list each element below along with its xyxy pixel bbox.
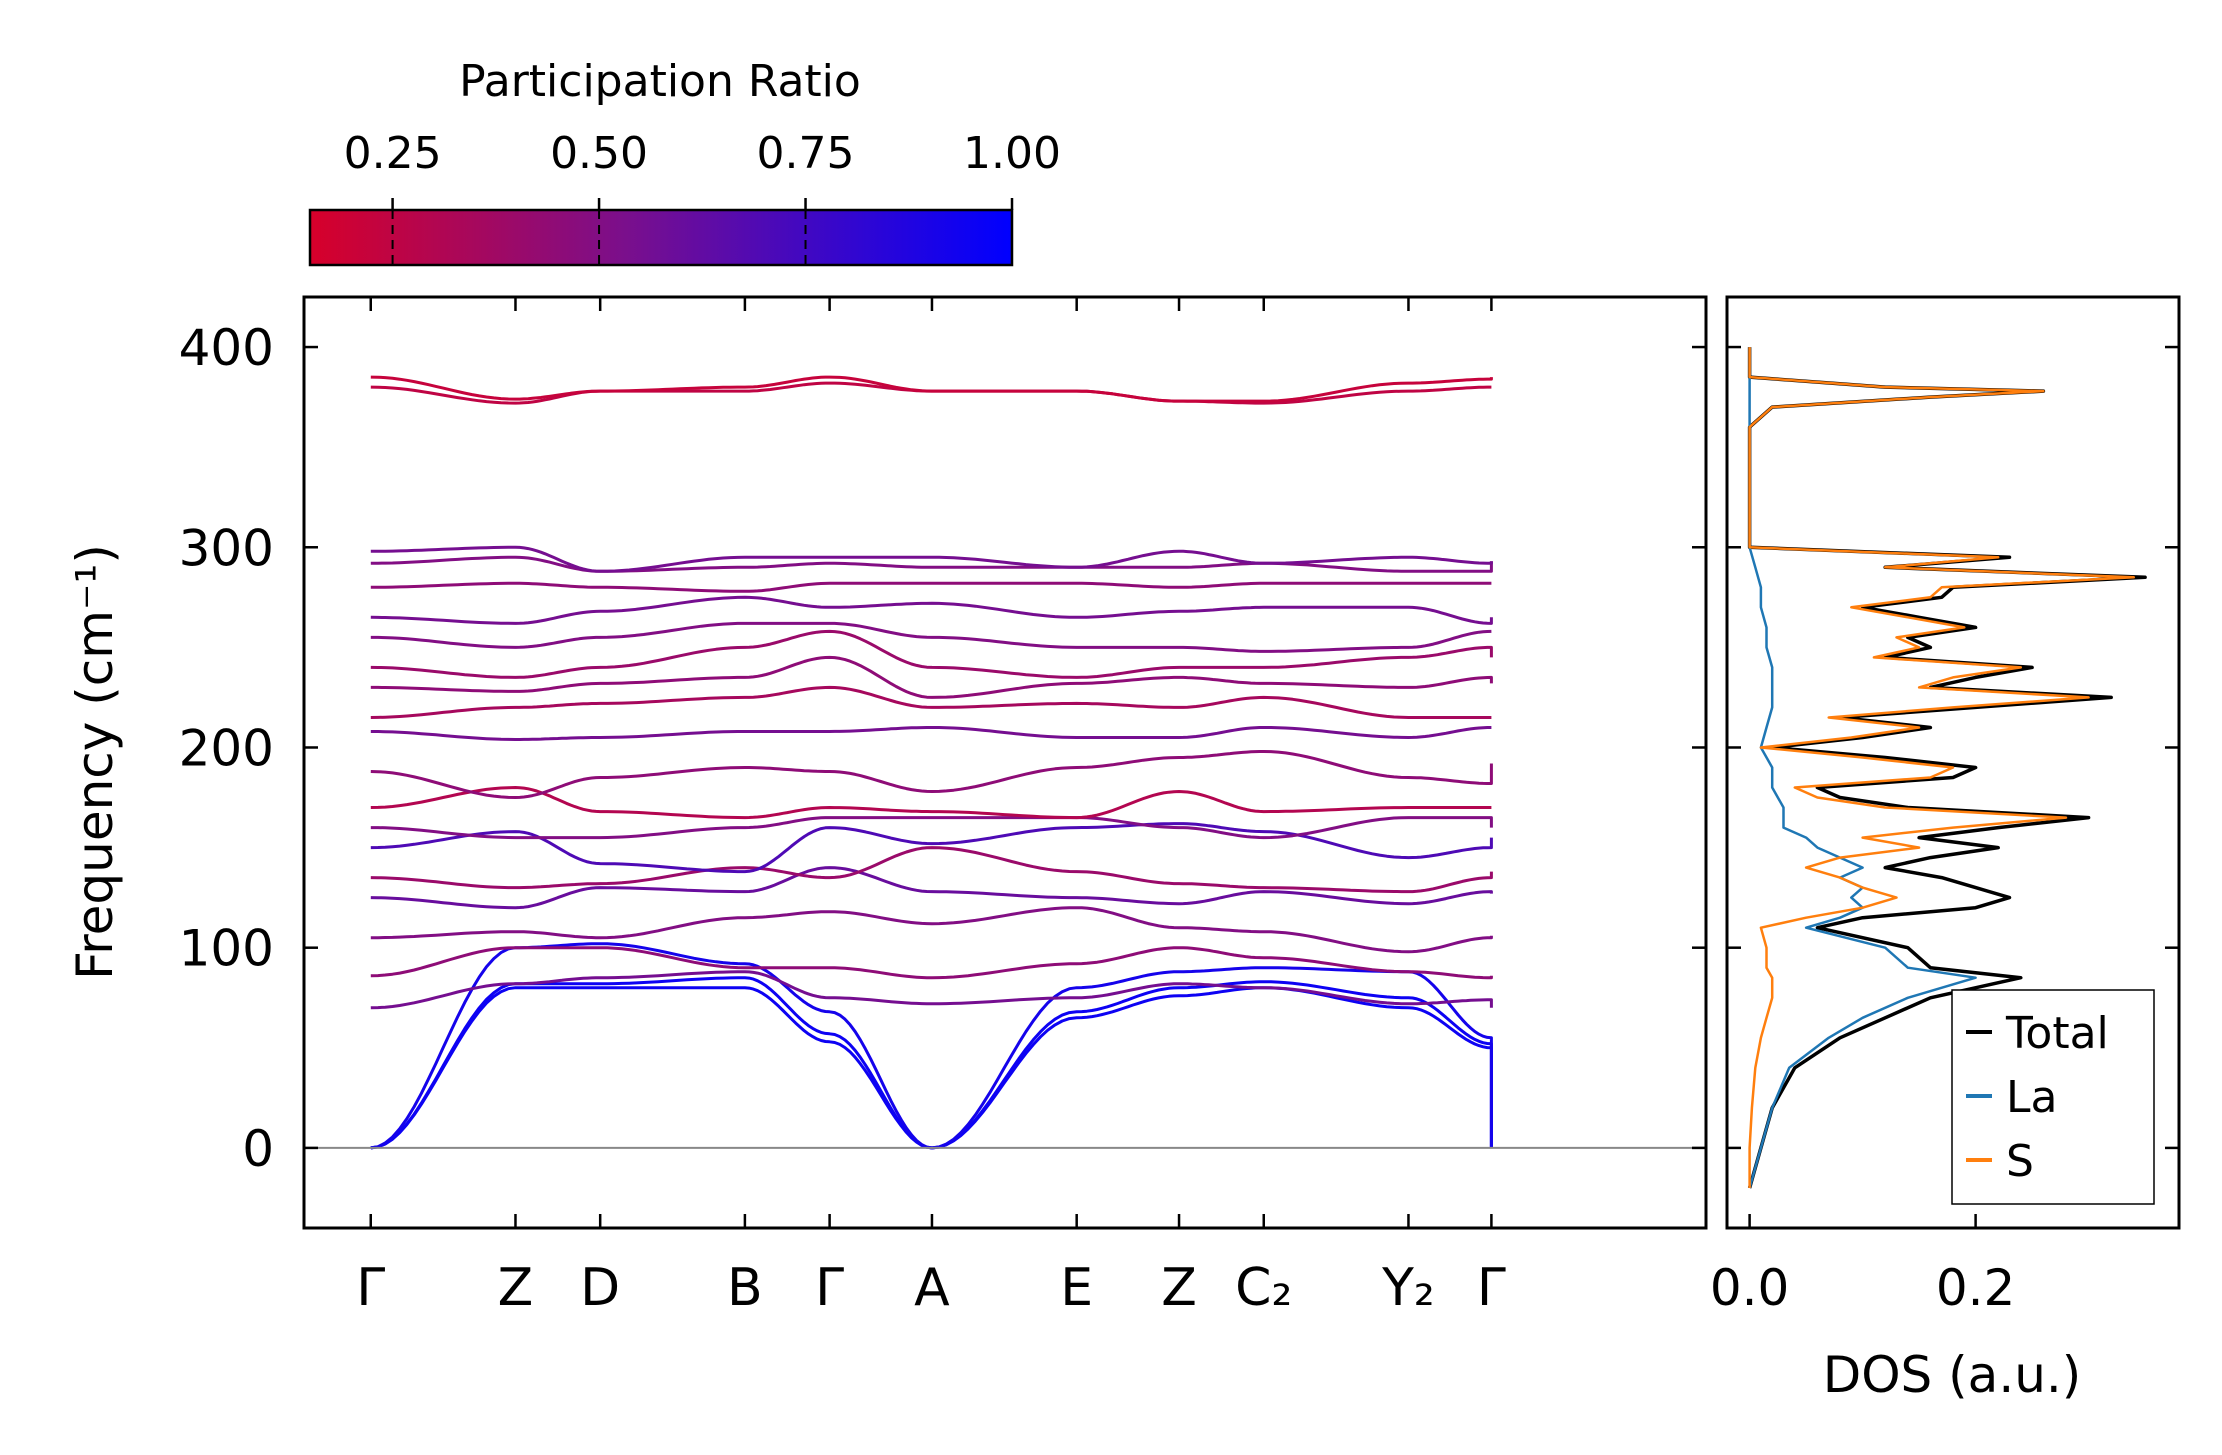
kpoint-label: Z (1161, 1258, 1197, 1318)
band-optic-298 (370, 545, 1493, 573)
kpoint-label: Γ (356, 1258, 385, 1318)
legend-label-s: S (2006, 1136, 2034, 1187)
band-acoustic-3 (370, 942, 1493, 1150)
colorbar-title: Participation Ratio (459, 56, 861, 107)
dos-panel: 0.0 0.2 DOS (a.u.) Total La S (1710, 295, 2181, 1404)
dos-plot-frame (1725, 295, 2181, 1230)
kpoint-label: C₂ (1235, 1258, 1292, 1318)
kpoint-label: A (914, 1258, 950, 1318)
colorbar-tick-label: 0.50 (550, 128, 648, 179)
band-optic-85 (370, 946, 1493, 980)
dos-series-la (1748, 347, 1977, 1189)
y-tick-label: 300 (179, 519, 274, 577)
dos-legend: Total La S (1951, 989, 2155, 1205)
band-optic-215 (370, 685, 1492, 719)
kpoint-label: E (1060, 1258, 1093, 1318)
colorbar-tick-label: 0.75 (757, 128, 855, 179)
dos-axes: 0.0 0.2 (1710, 345, 2179, 1317)
band-lines (304, 375, 1706, 1150)
y-tick-label: 100 (179, 920, 274, 978)
kpoint-label: Y₂ (1381, 1258, 1435, 1318)
band-optic-205 (370, 726, 1492, 741)
band-plot-frame (302, 295, 1708, 1230)
band-optic-150 (370, 822, 1493, 874)
band-optic-135 (370, 846, 1493, 894)
dos-x-axis-label: DOS (a.u.) (1823, 1346, 2082, 1404)
band-optic-160 (370, 816, 1493, 840)
y-tick-label: 0 (242, 1120, 274, 1178)
band-optic-265 (370, 595, 1493, 625)
band-optic-280 (370, 581, 1492, 593)
band-optic-255 (370, 621, 1492, 653)
colorbar: Participation Ratio 0.25 0.50 0.75 1.00 (308, 56, 1061, 267)
colorbar-tick-label: 0.25 (344, 128, 442, 179)
band-optic-290 (370, 555, 1493, 573)
band-optic-170 (370, 786, 1492, 820)
y-axis-label: Frequency (cm⁻¹) (66, 544, 124, 980)
band-acoustic-2 (370, 976, 1493, 1150)
colorbar-ticks: 0.25 0.50 0.75 1.00 (344, 128, 1061, 265)
dos-series-s (1748, 347, 2136, 1188)
kpoint-label: Z (498, 1258, 534, 1318)
band-acoustic-1 (370, 986, 1493, 1150)
kpoint-label: D (580, 1258, 620, 1318)
colorbar-tick-label: 1.00 (963, 128, 1061, 179)
kpoint-label: Γ (1477, 1258, 1506, 1318)
kpoint-label: Γ (815, 1258, 844, 1318)
band-optic-385 (370, 375, 1493, 403)
y-tick-label: 200 (179, 719, 274, 777)
dos-x-tick-label: 0.2 (1936, 1259, 2016, 1317)
legend-label-la: La (2006, 1072, 2057, 1123)
legend-label-total: Total (2005, 1008, 2109, 1059)
colorbar-gradient (308, 208, 1014, 267)
dos-x-tick-label: 0.0 (1710, 1259, 1790, 1317)
band-optic-240 (370, 629, 1493, 679)
band-optic-70 (370, 970, 1493, 1010)
kpoint-label: B (727, 1258, 763, 1318)
dos-lines (1747, 347, 2147, 1189)
band-optic-125 (370, 866, 1493, 910)
y-tick-label: 400 (179, 319, 274, 377)
band-optic-105 (370, 906, 1493, 954)
band-optic-188 (370, 750, 1493, 799)
band-optic-230 (370, 655, 1493, 699)
